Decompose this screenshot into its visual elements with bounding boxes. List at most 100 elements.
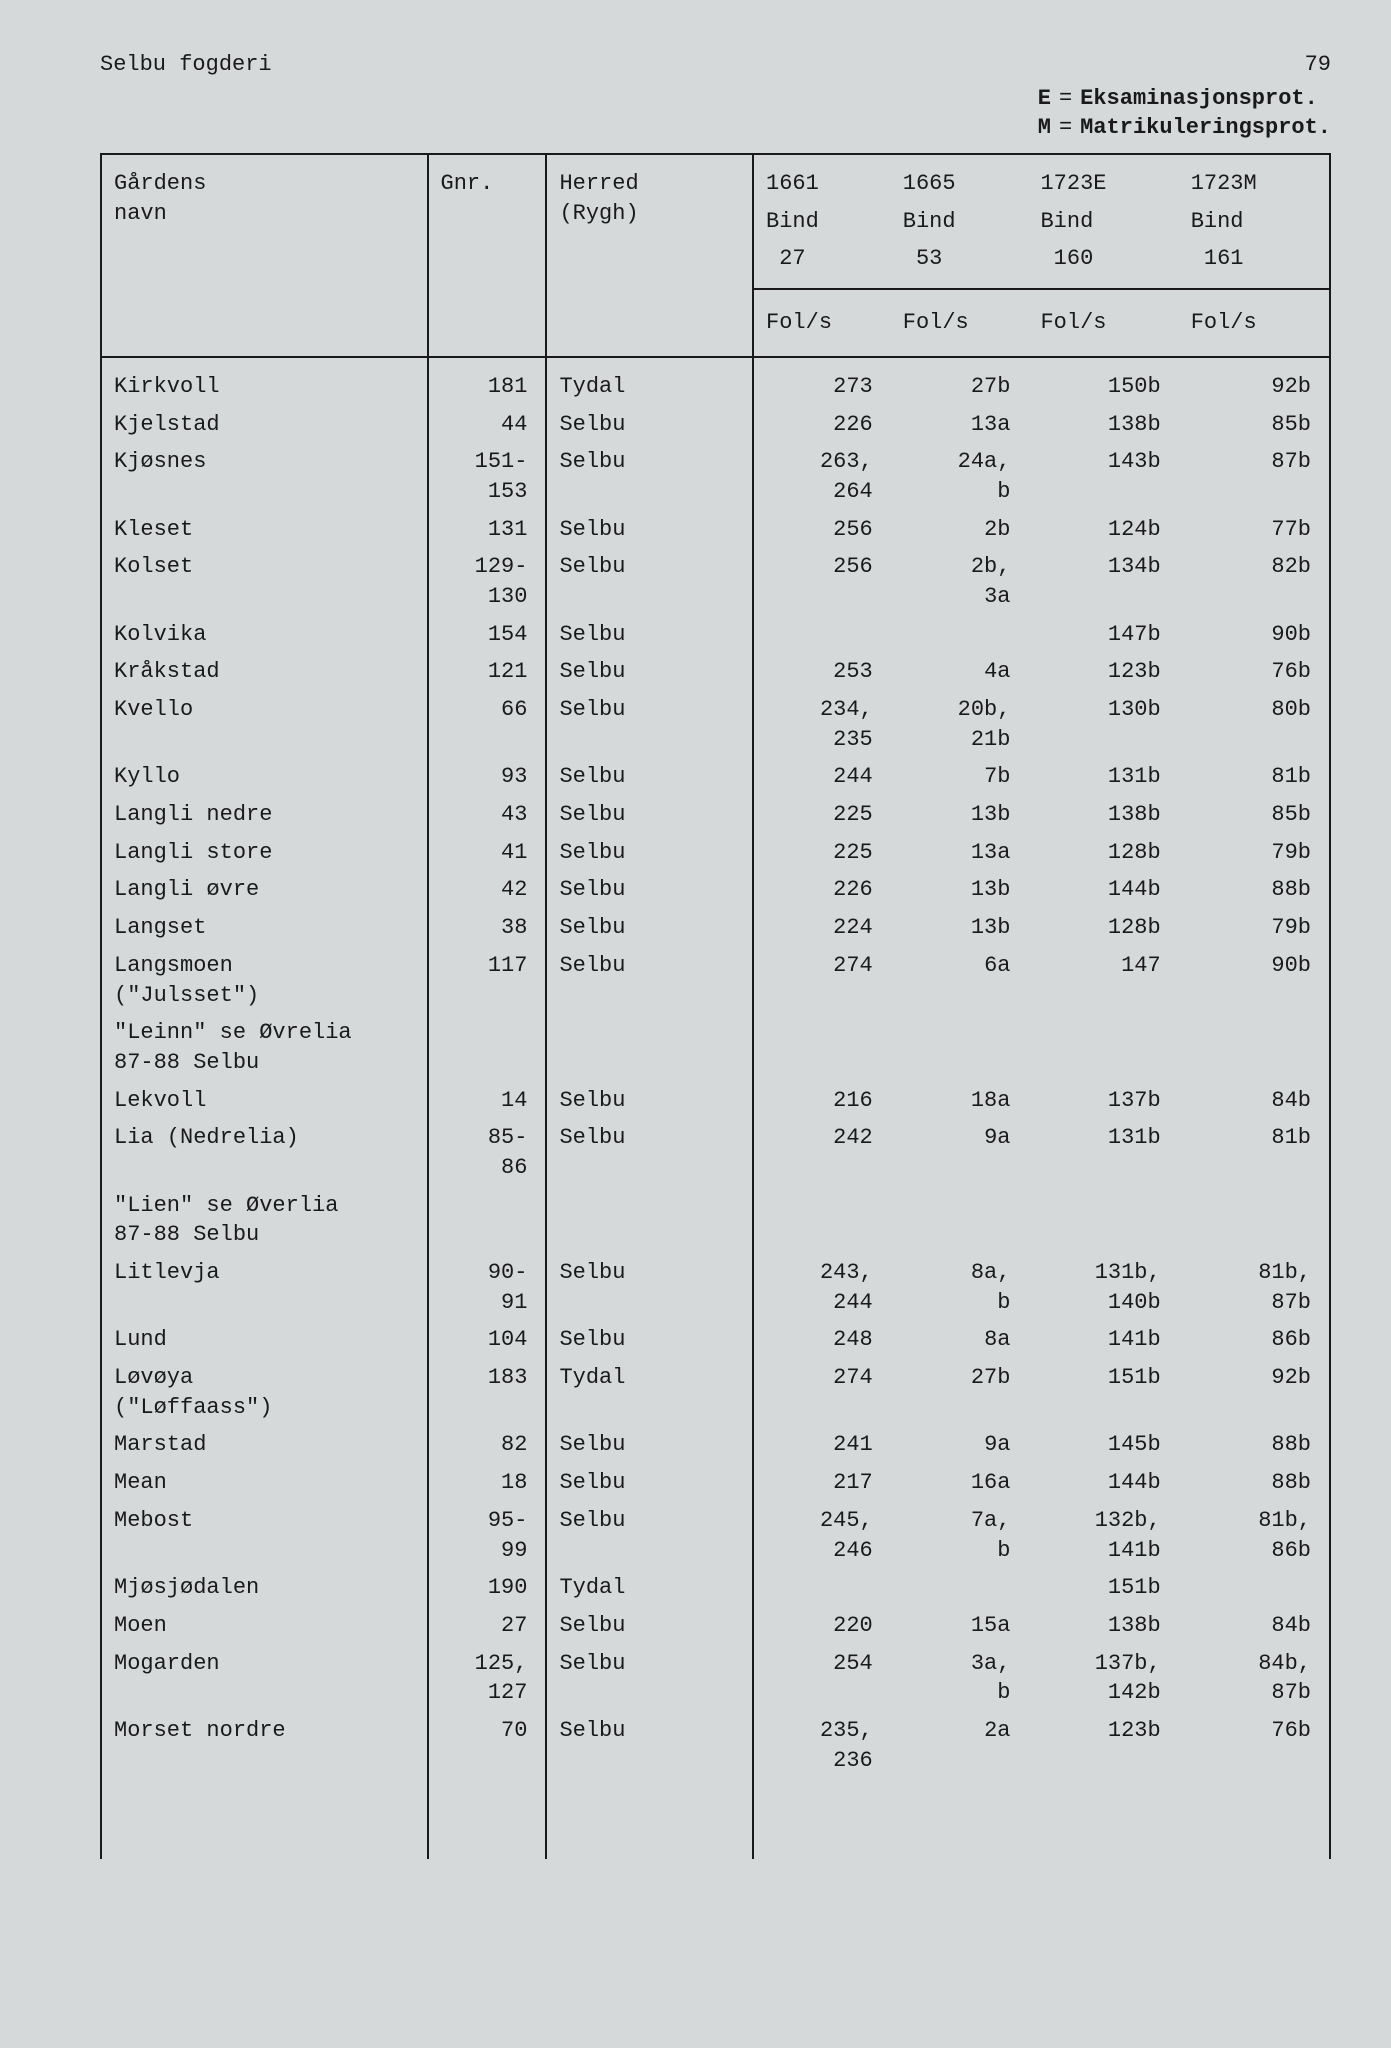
table-row: Kirkvoll181Tydal27327b150b92b	[102, 357, 1329, 406]
cell-1723e: 138b	[1028, 796, 1178, 834]
cell-1661: 216	[753, 1082, 891, 1120]
cell-1665	[891, 1569, 1029, 1607]
cell-navn: Langli nedre	[102, 796, 428, 834]
cell-1665: 4a	[891, 653, 1029, 691]
table-body: Kirkvoll181Tydal27327b150b92bKjelstad44S…	[102, 357, 1329, 1860]
cell-1665: 13a	[891, 406, 1029, 444]
cell-1661: 225	[753, 796, 891, 834]
cell-1723m: 81b	[1179, 758, 1329, 796]
cell-1665: 2b,3a	[891, 548, 1029, 615]
cell-gnr: 14	[428, 1082, 547, 1120]
cell-navn: Mogarden	[102, 1645, 428, 1712]
cell-1661: 274	[753, 1359, 891, 1426]
table-row: Mogarden125,127Selbu2543a,b137b,142b84b,…	[102, 1645, 1329, 1712]
cell-1723e: 130b	[1028, 691, 1178, 758]
cell-gnr	[428, 1187, 547, 1254]
col-1723m-l1: 1723M	[1179, 155, 1329, 203]
cell-1661: 256	[753, 511, 891, 549]
table-row: Kleset131Selbu2562b124b77b	[102, 511, 1329, 549]
cell-1665: 2a	[891, 1712, 1029, 1779]
cell-1723m: 84b,87b	[1179, 1645, 1329, 1712]
cell-herred: Selbu	[546, 1321, 753, 1359]
page-number: 79	[1038, 50, 1331, 80]
page-header: Selbu fogderi 79 E=Eksaminasjonsprot. M=…	[100, 50, 1331, 143]
cell-1661: 273	[753, 357, 891, 406]
cell-1665: 9a	[891, 1426, 1029, 1464]
cell-1665: 16a	[891, 1464, 1029, 1502]
cell-1665: 27b	[891, 1359, 1029, 1426]
cell-gnr: 27	[428, 1607, 547, 1645]
cell-1723e	[1028, 1187, 1178, 1254]
cell-herred	[546, 1187, 753, 1254]
cell-gnr: 44	[428, 406, 547, 444]
cell-1723m: 92b	[1179, 357, 1329, 406]
cell-1665	[891, 1187, 1029, 1254]
cell-1723e: 151b	[1028, 1569, 1178, 1607]
cell-gnr: 43	[428, 796, 547, 834]
cell-1661: 245,246	[753, 1502, 891, 1569]
cell-1661: 220	[753, 1607, 891, 1645]
cell-1723e: 147	[1028, 947, 1178, 1014]
cell-navn: Kolvika	[102, 616, 428, 654]
cell-gnr: 104	[428, 1321, 547, 1359]
cell-1723m: 86b	[1179, 1321, 1329, 1359]
col-1723e-l2: Bind	[1028, 203, 1178, 241]
cell-gnr: 129-130	[428, 548, 547, 615]
cell-1723e: 150b	[1028, 357, 1178, 406]
cell-gnr	[428, 1014, 547, 1081]
cell-gnr: 18	[428, 1464, 547, 1502]
cell-1665: 13b	[891, 796, 1029, 834]
cell-navn: Marstad	[102, 1426, 428, 1464]
fols-3: Fol/s	[1028, 289, 1178, 357]
cell-1723m: 85b	[1179, 796, 1329, 834]
cell-herred: Selbu	[546, 758, 753, 796]
cell-1723m: 84b	[1179, 1607, 1329, 1645]
cell-1723e: 124b	[1028, 511, 1178, 549]
cell-1723e	[1028, 1014, 1178, 1081]
cell-1723e: 144b	[1028, 871, 1178, 909]
cell-1723m: 76b	[1179, 1712, 1329, 1779]
cell-navn: Kolset	[102, 548, 428, 615]
cell-herred: Selbu	[546, 511, 753, 549]
fols-4: Fol/s	[1179, 289, 1329, 357]
cell-herred: Selbu	[546, 1082, 753, 1120]
cell-1723e: 132b,141b	[1028, 1502, 1178, 1569]
cell-1661	[753, 1014, 891, 1081]
cell-navn: Langli øvre	[102, 871, 428, 909]
cell-gnr: 125,127	[428, 1645, 547, 1712]
col-1723m-l3: 161	[1179, 240, 1329, 289]
cell-1723m: 88b	[1179, 1426, 1329, 1464]
cell-1665: 6a	[891, 947, 1029, 1014]
table-row: Kjøsnes151-153Selbu263,26424a,b143b87b	[102, 443, 1329, 510]
cell-herred: Selbu	[546, 1607, 753, 1645]
fols-1: Fol/s	[753, 289, 891, 357]
cell-1665: 24a,b	[891, 443, 1029, 510]
cell-herred: Tydal	[546, 1359, 753, 1426]
cell-1723m	[1179, 1014, 1329, 1081]
cell-1723e: 137b	[1028, 1082, 1178, 1120]
cell-herred: Selbu	[546, 871, 753, 909]
cell-herred: Selbu	[546, 1119, 753, 1186]
col-1661-l2: Bind	[753, 203, 891, 241]
cell-1661	[753, 1569, 891, 1607]
cell-1661: 263,264	[753, 443, 891, 510]
col-1661-l1: 1661	[753, 155, 891, 203]
cell-1661: 242	[753, 1119, 891, 1186]
cell-navn: Løvøya("Løffaass")	[102, 1359, 428, 1426]
cell-1723e: 144b	[1028, 1464, 1178, 1502]
cell-1723e: 131b	[1028, 758, 1178, 796]
cell-herred: Selbu	[546, 653, 753, 691]
cell-1661	[753, 616, 891, 654]
cell-1723m: 77b	[1179, 511, 1329, 549]
cell-herred: Selbu	[546, 909, 753, 947]
cell-herred: Selbu	[546, 1426, 753, 1464]
cell-1723m: 82b	[1179, 548, 1329, 615]
cell-1661: 234,235	[753, 691, 891, 758]
cell-gnr: 82	[428, 1426, 547, 1464]
cell-herred: Selbu	[546, 1254, 753, 1321]
cell-navn: Mjøsjødalen	[102, 1569, 428, 1607]
col-navn: Gårdensnavn	[102, 155, 428, 289]
cell-1661: 243,244	[753, 1254, 891, 1321]
cell-1723e: 123b	[1028, 1712, 1178, 1779]
cell-navn: Kleset	[102, 511, 428, 549]
